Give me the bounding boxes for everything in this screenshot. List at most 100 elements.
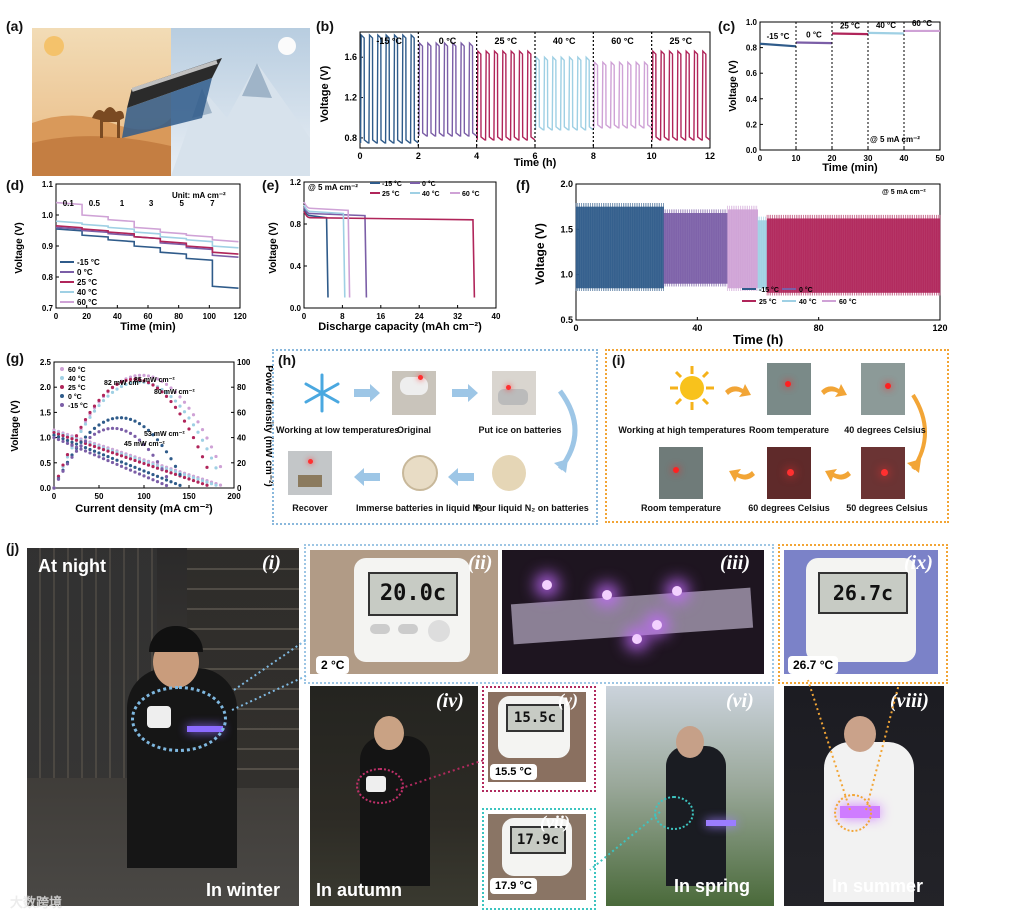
polarization-point: [61, 434, 65, 438]
power-point: [133, 419, 137, 423]
power-point: [92, 426, 97, 430]
polarization-point: [191, 478, 196, 483]
power-point: [128, 375, 133, 379]
segment-label: 60 °C: [912, 19, 932, 28]
power-point: [88, 410, 92, 415]
x-tick-label: 8: [591, 151, 596, 161]
polarization-point: [151, 478, 155, 482]
polarization-point: [137, 472, 142, 476]
chart-d-ylabel: Voltage (V): [14, 222, 25, 273]
power-point: [218, 464, 223, 469]
polarization-point: [88, 443, 92, 447]
power-point: [160, 467, 164, 471]
power-point: [178, 412, 182, 416]
rate-series: [55, 220, 239, 249]
photo-string-lights: [502, 550, 764, 674]
legend-label: 0 °C: [422, 180, 436, 188]
legend-label: 60 °C: [462, 190, 480, 198]
polarization-point: [65, 435, 70, 439]
polarization-point: [155, 474, 160, 478]
power-point: [142, 379, 146, 383]
polarization-point: [56, 435, 61, 439]
power-point: [182, 400, 187, 404]
power-point: [70, 453, 74, 457]
power-point: [88, 415, 92, 419]
chart-b-ylabel: Voltage (V): [319, 65, 331, 122]
polarization-point: [97, 451, 101, 455]
power-point: [164, 475, 169, 479]
polarization-point: [200, 479, 205, 483]
power-point: [151, 433, 155, 437]
voltage-segment: [759, 42, 797, 48]
power-point: [178, 473, 182, 477]
polarization-point: [92, 449, 97, 453]
legend-label: -15 °C: [68, 402, 88, 410]
x-tick-label: 20: [82, 312, 91, 321]
power-point: [61, 463, 65, 467]
power-point: [137, 378, 142, 382]
legend-label: -15 °C: [759, 286, 779, 294]
polarization-point: [128, 468, 133, 472]
at-night-label: At night: [38, 556, 106, 576]
chart-e-xlabel: Discharge capacity (mAh cm⁻²): [318, 321, 482, 333]
x-tick-label: 4: [474, 151, 479, 161]
power-point: [151, 453, 155, 457]
cycling-band: [663, 213, 728, 284]
y-tick-label: 1.5: [40, 408, 52, 417]
power-point: [200, 438, 205, 442]
discharge-curve: [303, 208, 329, 298]
power-point: [106, 427, 110, 431]
polarization-point: [70, 437, 74, 441]
polarization-point: [160, 481, 164, 486]
x-tick-label: 6: [532, 151, 537, 161]
power-point: [74, 449, 79, 453]
y-tick-label: 1.5: [560, 224, 573, 234]
polarization-point: [142, 474, 146, 478]
polarization-point: [101, 457, 106, 461]
polarization-point: [115, 458, 119, 462]
y-tick-label: 0.8: [290, 220, 302, 229]
x-tick-label: 200: [227, 492, 241, 501]
power-point: [88, 435, 92, 440]
photo-summer: [784, 686, 944, 906]
polarization-point: [137, 467, 142, 471]
power-point: [119, 427, 124, 432]
chart-b-xlabel: Time (h): [514, 157, 557, 169]
x-tick-label: 2: [416, 151, 421, 161]
polarization-point: [83, 449, 88, 453]
power-point: [79, 429, 83, 434]
x-tick-label: 0: [758, 154, 763, 163]
power-point: [160, 379, 164, 383]
segment-label: -15 °C: [767, 32, 790, 41]
peak-label: 53 mW cm⁻²: [144, 431, 185, 438]
polarization-point: [52, 436, 56, 440]
segment-label: 25 °C: [670, 36, 693, 46]
power-point: [151, 383, 155, 387]
legend-label: 25 °C: [68, 384, 86, 392]
polarization-point: [205, 480, 209, 484]
power-point: [133, 380, 137, 384]
rate-label: 3: [149, 199, 154, 208]
polarization-point: [151, 465, 155, 469]
polarization-point: [196, 480, 200, 484]
power-point: [110, 426, 115, 430]
polarization-point: [106, 455, 110, 459]
power-point: [128, 417, 133, 421]
x-tick-label: 50: [936, 154, 945, 163]
discharge-curve: [303, 204, 346, 298]
legend-label: 40 °C: [422, 190, 440, 198]
polarization-point: [155, 464, 160, 468]
peak-label: 85 mW cm⁻²: [134, 377, 175, 384]
y-tick-label: 0.7: [42, 304, 54, 313]
y-tick-label: 0.8: [746, 44, 758, 53]
power-point: [79, 440, 83, 445]
power-point: [110, 390, 115, 394]
x-tick-label: 8: [340, 312, 345, 321]
y-tick-label: 1.0: [560, 270, 573, 280]
y-tick-label: 0.9: [42, 242, 54, 251]
polarization-point: [52, 433, 56, 437]
polarization-point: [164, 478, 169, 482]
peak-label: 80 mW cm⁻²: [154, 389, 195, 396]
panel-label-h: (h): [278, 352, 296, 368]
polarization-point: [92, 453, 97, 457]
